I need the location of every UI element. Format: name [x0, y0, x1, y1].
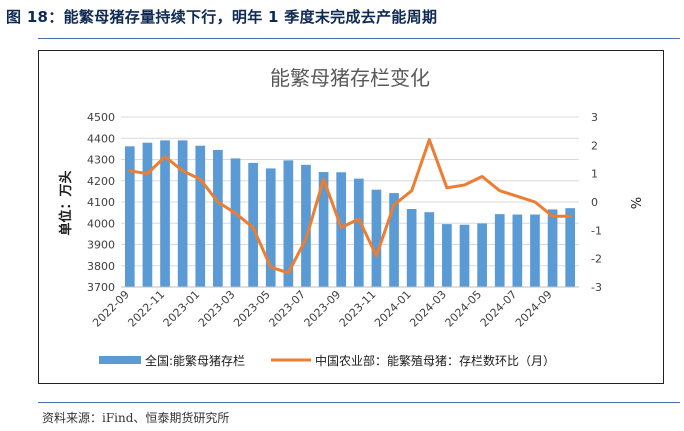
bar	[353, 178, 364, 287]
bar	[336, 172, 347, 287]
bar	[301, 164, 311, 287]
bar	[177, 140, 188, 287]
bar	[318, 172, 329, 287]
chart-title: 能繁母猪存栏变化	[270, 66, 430, 90]
line-series	[128, 138, 572, 275]
bar	[424, 212, 435, 287]
y-left-tick-label: 4100	[87, 196, 115, 209]
source-note: 资料来源：iFind、恒泰期货研究所	[42, 411, 230, 425]
bar	[160, 140, 170, 287]
legend-bar-swatch	[99, 356, 141, 364]
x-tick-label: 2023-01	[161, 288, 203, 330]
bar	[477, 223, 487, 287]
bar	[389, 193, 399, 287]
bar	[442, 224, 452, 287]
y-right-tick-label: -1	[591, 224, 602, 237]
caption-divider	[38, 38, 680, 39]
bar	[512, 214, 523, 287]
bar	[283, 160, 294, 287]
y-left-tick-label: 4400	[87, 132, 115, 145]
bar	[371, 189, 382, 287]
bar	[459, 224, 470, 287]
bar	[494, 214, 505, 287]
y-axis-left-title: 单位：万头	[58, 170, 74, 235]
bar	[142, 142, 153, 287]
x-tick-label: 2023-09	[302, 288, 344, 330]
y-left-tick-label: 4300	[87, 154, 115, 167]
x-tick-label: 2023-03	[196, 288, 238, 330]
y-right-tick-label: 3	[591, 111, 598, 124]
y-left-tick-label: 4500	[87, 111, 115, 124]
gridlines	[121, 116, 579, 288]
y-right-tick-label: -2	[591, 253, 602, 266]
bar	[213, 149, 223, 287]
x-tick-label: 2024-07	[478, 288, 520, 330]
chart-svg: 能繁母猪存栏变化 3700 3800 3900 4000 4100 4200 4300 440…	[58, 66, 642, 368]
bar	[230, 158, 241, 287]
chart-frame: 能繁母猪存栏变化 3700 3800 3900 4000 4100 4200 4300 440…	[38, 50, 664, 384]
x-tick-label: 2023-07	[266, 288, 308, 330]
bar	[547, 209, 558, 287]
bar-series	[124, 140, 576, 287]
figure-caption: 图 18：能繁母猪存量持续下行，明年 1 季度末完成去产能周期	[6, 8, 438, 26]
y-left-tick-label: 3800	[87, 260, 115, 273]
x-tick-label: 2023-11	[337, 288, 379, 330]
legend-bar-label: 全国:能繁母猪存栏	[145, 353, 245, 368]
y-axis-right-title: %	[627, 197, 642, 209]
bar	[565, 208, 576, 287]
x-tick-label: 2023-05	[231, 288, 273, 330]
bar	[265, 168, 276, 287]
x-tick-label: 2024-01	[372, 288, 414, 330]
x-tick-label: 2022-11	[125, 288, 167, 330]
bar	[195, 145, 206, 287]
y-right-tick-label: 2	[591, 139, 598, 152]
y-left-tick-label: 3900	[87, 239, 115, 252]
bar	[406, 209, 417, 287]
y-left-tick-label: 4000	[87, 217, 115, 230]
line-path	[128, 138, 572, 275]
y-left-tick-label: 4200	[87, 175, 115, 188]
legend-line-label: 中国农业部：能繁殖母猪：存栏数环比（月）	[315, 353, 555, 368]
x-tick-label: 2024-03	[407, 288, 449, 330]
x-tick-label: 2022-09	[90, 288, 132, 330]
bar	[124, 146, 135, 287]
source-divider	[38, 402, 680, 403]
bar	[248, 162, 258, 287]
x-tick-label: 2024-05	[443, 288, 485, 330]
y-right-tick-label: 0	[591, 196, 598, 209]
x-tick-label: 2024-09	[513, 288, 555, 330]
bar	[530, 214, 540, 287]
y-left-tick-label: 3700	[87, 281, 115, 294]
y-right-tick-label: 1	[591, 168, 598, 181]
y-right-tick-label: -3	[591, 281, 602, 294]
legend: 全国:能繁母猪存栏 中国农业部：能繁殖母猪：存栏数环比（月）	[99, 353, 555, 368]
